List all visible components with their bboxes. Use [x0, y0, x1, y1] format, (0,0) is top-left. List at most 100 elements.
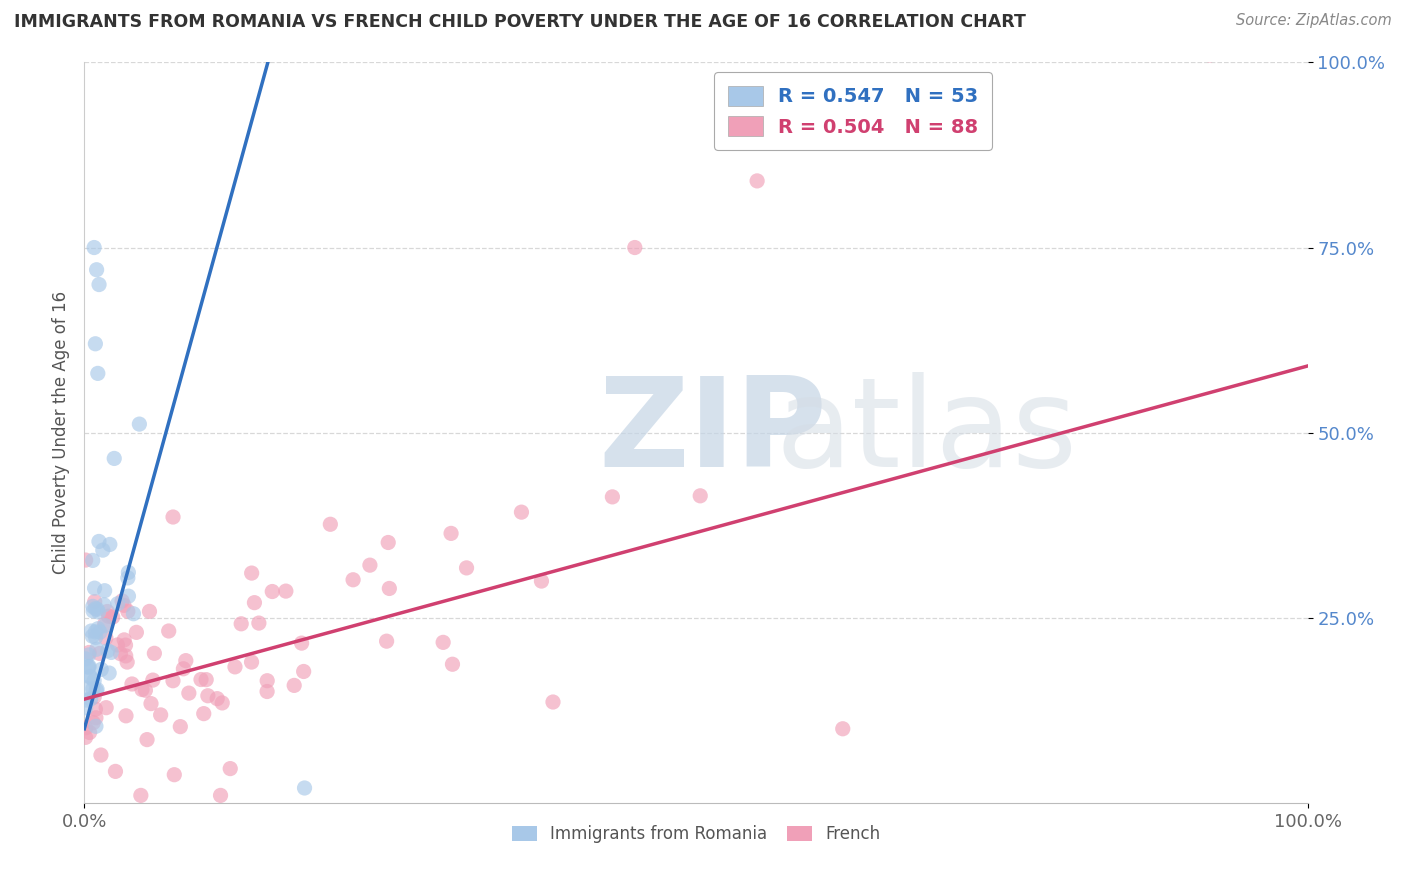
Point — [83, 673, 105, 688]
Point — [86, 602, 108, 616]
Point — [139, 697, 162, 711]
Point — [86, 682, 108, 697]
Point — [79, 669, 101, 683]
Point — [93, 598, 115, 612]
Point — [87, 622, 110, 636]
Point — [117, 571, 139, 585]
Point — [174, 654, 197, 668]
Point — [456, 561, 478, 575]
Point — [211, 696, 233, 710]
Point — [79, 725, 101, 739]
Point — [77, 659, 100, 673]
Point — [76, 693, 98, 707]
Point — [1198, 48, 1220, 62]
Point — [84, 601, 107, 615]
Point — [111, 594, 134, 608]
Point — [86, 642, 108, 657]
Point — [224, 660, 246, 674]
Point — [440, 526, 463, 541]
Point — [77, 645, 100, 659]
Point — [162, 673, 184, 688]
Point — [86, 262, 108, 277]
Point — [143, 646, 166, 660]
Text: atlas: atlas — [776, 372, 1077, 493]
Point — [75, 731, 97, 745]
Point — [89, 625, 111, 640]
Point — [101, 610, 124, 624]
Point — [117, 604, 139, 618]
Point — [97, 609, 120, 624]
Point — [75, 681, 97, 695]
Point — [90, 662, 112, 676]
Point — [87, 277, 110, 292]
Point — [231, 616, 253, 631]
Point — [87, 605, 110, 619]
Point — [114, 648, 136, 663]
Point — [96, 605, 118, 619]
Point — [375, 634, 398, 648]
Point — [134, 683, 156, 698]
Point — [82, 553, 104, 567]
Point — [84, 711, 107, 725]
Point — [97, 643, 120, 657]
Point — [219, 762, 242, 776]
Point — [162, 510, 184, 524]
Point — [294, 780, 316, 795]
Point — [77, 660, 100, 674]
Point — [82, 604, 104, 618]
Point — [256, 673, 278, 688]
Point — [128, 417, 150, 431]
Point — [157, 624, 180, 638]
Point — [243, 596, 266, 610]
Point — [114, 638, 136, 652]
Point — [93, 583, 115, 598]
Point — [100, 645, 122, 659]
Point — [80, 624, 103, 638]
Point — [90, 747, 112, 762]
Point — [831, 722, 853, 736]
Point — [79, 692, 101, 706]
Point — [84, 624, 107, 639]
Point — [79, 670, 101, 684]
Point — [110, 647, 132, 661]
Point — [107, 597, 129, 611]
Point — [292, 665, 315, 679]
Point — [377, 535, 399, 549]
Point — [82, 629, 104, 643]
Point — [96, 700, 118, 714]
Point — [117, 589, 139, 603]
Point — [87, 534, 110, 549]
Point — [75, 701, 97, 715]
Point — [77, 660, 100, 674]
Point — [122, 607, 145, 621]
Point — [115, 655, 138, 669]
Point — [163, 767, 186, 781]
Point — [129, 789, 152, 803]
Point — [104, 764, 127, 779]
Point — [240, 655, 263, 669]
Point — [115, 708, 138, 723]
Point — [291, 636, 314, 650]
Point — [94, 631, 117, 645]
Point — [378, 582, 401, 596]
Y-axis label: Child Poverty Under the Age of 16: Child Poverty Under the Age of 16 — [52, 291, 70, 574]
Point — [530, 574, 553, 588]
Point — [256, 684, 278, 698]
Point — [205, 691, 228, 706]
Point — [131, 682, 153, 697]
Point — [94, 618, 117, 632]
Point — [82, 715, 104, 730]
Point — [84, 702, 107, 716]
Point — [75, 553, 97, 567]
Point — [83, 690, 105, 704]
Point — [84, 336, 107, 351]
Point — [83, 594, 105, 608]
Point — [93, 617, 115, 632]
Point — [142, 673, 165, 687]
Point — [98, 537, 121, 551]
Point — [262, 584, 284, 599]
Point — [432, 635, 454, 649]
Point — [117, 566, 139, 580]
Text: IMMIGRANTS FROM ROMANIA VS FRENCH CHILD POVERTY UNDER THE AGE OF 16 CORRELATION : IMMIGRANTS FROM ROMANIA VS FRENCH CHILD … — [14, 13, 1026, 31]
Point — [193, 706, 215, 721]
